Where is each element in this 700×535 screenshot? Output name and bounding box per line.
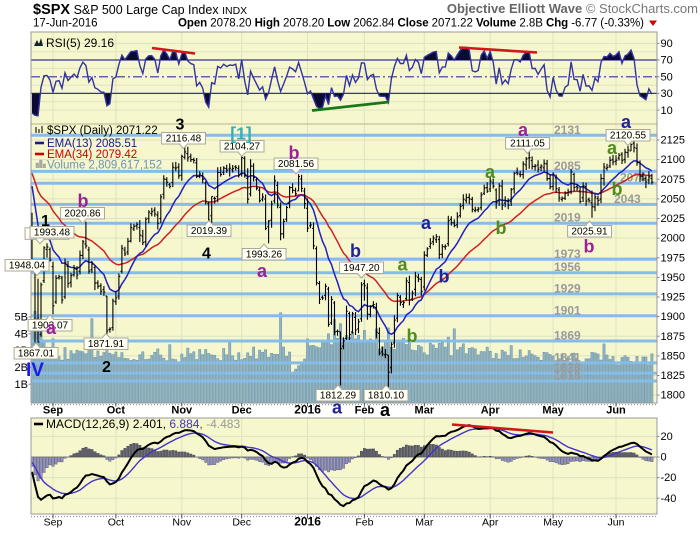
svg-text:Mar: Mar — [415, 517, 434, 529]
svg-text:2116.48: 2116.48 — [166, 134, 202, 145]
svg-text:Volume 2,809,617,152: Volume 2,809,617,152 — [47, 160, 162, 172]
svg-text:a: a — [621, 112, 632, 132]
svg-text:70: 70 — [661, 55, 673, 67]
svg-text:b: b — [612, 179, 623, 199]
svg-text:b: b — [78, 191, 89, 211]
svg-text:2: 2 — [102, 359, 111, 376]
svg-text:2019: 2019 — [554, 211, 581, 225]
svg-text:May: May — [543, 517, 564, 529]
svg-text:Sep: Sep — [44, 517, 63, 529]
svg-text:1948.04: 1948.04 — [9, 261, 46, 272]
svg-text:2016: 2016 — [294, 402, 321, 416]
svg-text:Feb: Feb — [355, 517, 373, 529]
svg-text:1869: 1869 — [554, 329, 581, 343]
svg-text:2075: 2075 — [661, 174, 685, 186]
svg-text:[1]: [1] — [230, 124, 251, 144]
svg-text:Objective Elliott Wave © Stock: Objective Elliott Wave © StockCharts.com — [447, 1, 698, 16]
svg-text:b: b — [289, 143, 300, 163]
svg-text:Sep: Sep — [43, 404, 63, 416]
svg-text:1900: 1900 — [661, 311, 685, 323]
svg-text:Nov: Nov — [172, 517, 191, 529]
svg-text:Mar: Mar — [415, 404, 435, 416]
svg-text:1973: 1973 — [554, 247, 581, 261]
svg-text:MACD(12,26,9) 2.401, 6.884, -4: MACD(12,26,9) 2.401, 6.884, -4.483 — [46, 417, 240, 431]
svg-text:Dec: Dec — [232, 517, 251, 529]
svg-text:b: b — [350, 241, 361, 261]
svg-text:1875: 1875 — [661, 331, 685, 343]
svg-text:Jun: Jun — [606, 404, 626, 416]
svg-text:10: 10 — [661, 105, 673, 117]
svg-text:Dec: Dec — [232, 404, 252, 416]
svg-text:b: b — [584, 237, 595, 257]
svg-text:30: 30 — [661, 88, 673, 100]
svg-text:4: 4 — [202, 246, 211, 263]
svg-text:1871.91: 1871.91 — [88, 339, 125, 350]
svg-text:May: May — [542, 404, 564, 416]
svg-text:90: 90 — [661, 38, 673, 50]
svg-text:2025: 2025 — [661, 213, 685, 225]
svg-text:2019.39: 2019.39 — [191, 226, 228, 237]
svg-text:a: a — [257, 261, 268, 281]
svg-text:2085: 2085 — [554, 159, 581, 173]
svg-text:Apr: Apr — [482, 517, 499, 529]
svg-text:Nov: Nov — [171, 404, 193, 416]
svg-text:20: 20 — [661, 431, 673, 443]
svg-text:-40: -40 — [661, 493, 677, 505]
svg-text:$SPX S&P 500 Large Cap Index I: $SPX S&P 500 Large Cap Index INDX — [33, 2, 247, 18]
svg-text:1825: 1825 — [661, 370, 685, 382]
svg-text:Open 2078.20 High 2078.20 Low: Open 2078.20 High 2078.20 Low 2062.84 Cl… — [178, 18, 644, 30]
svg-text:4B: 4B — [15, 328, 28, 340]
svg-text:a: a — [485, 162, 496, 182]
svg-text:Oct: Oct — [107, 404, 126, 416]
svg-text:1947.20: 1947.20 — [343, 263, 380, 274]
svg-text:1925: 1925 — [661, 292, 685, 304]
svg-text:1867.01: 1867.01 — [18, 349, 55, 360]
svg-text:0: 0 — [661, 452, 667, 464]
svg-text:RSI(5) 29.16: RSI(5) 29.16 — [46, 36, 114, 50]
svg-text:Feb: Feb — [355, 404, 375, 416]
svg-text:2131: 2131 — [554, 123, 581, 137]
svg-text:b: b — [496, 218, 507, 238]
svg-text:a: a — [332, 398, 343, 418]
svg-text:1993.26: 1993.26 — [246, 250, 283, 261]
svg-text:a: a — [421, 213, 432, 233]
svg-text:b: b — [407, 326, 418, 346]
svg-text:b: b — [439, 267, 450, 287]
svg-text:2125: 2125 — [661, 135, 685, 147]
svg-text:50: 50 — [661, 71, 673, 83]
svg-text:3: 3 — [176, 117, 185, 134]
svg-text:1: 1 — [41, 213, 50, 230]
svg-text:17-Jun-2016: 17-Jun-2016 — [33, 18, 98, 30]
svg-text:Apr: Apr — [481, 404, 501, 416]
svg-text:1975: 1975 — [661, 252, 685, 264]
svg-text:$SPX (Daily) 2071.22: $SPX (Daily) 2071.22 — [47, 125, 158, 137]
svg-text:1950: 1950 — [661, 272, 685, 284]
svg-text:1929: 1929 — [554, 281, 581, 295]
svg-text:1901: 1901 — [554, 303, 581, 317]
svg-text:-20: -20 — [661, 472, 677, 484]
svg-text:2100: 2100 — [661, 154, 685, 166]
svg-text:1800: 1800 — [661, 390, 685, 402]
svg-text:1850: 1850 — [661, 350, 685, 362]
svg-text:a: a — [518, 120, 529, 140]
svg-text:1956: 1956 — [554, 260, 581, 274]
svg-text:2111.05: 2111.05 — [510, 139, 545, 150]
svg-text:a: a — [380, 400, 391, 420]
svg-text:IV: IV — [26, 360, 44, 381]
svg-text:a: a — [607, 138, 618, 158]
svg-text:1993.48: 1993.48 — [34, 228, 71, 239]
svg-text:2000: 2000 — [661, 233, 685, 245]
svg-text:a: a — [46, 318, 57, 338]
svg-text:2050: 2050 — [661, 193, 685, 205]
svg-text:a: a — [397, 255, 408, 275]
svg-text:Jun: Jun — [608, 517, 625, 529]
svg-text:2016: 2016 — [294, 515, 321, 529]
svg-text:1818: 1818 — [554, 369, 581, 383]
svg-text:Oct: Oct — [108, 517, 124, 529]
svg-text:5B: 5B — [15, 312, 28, 324]
